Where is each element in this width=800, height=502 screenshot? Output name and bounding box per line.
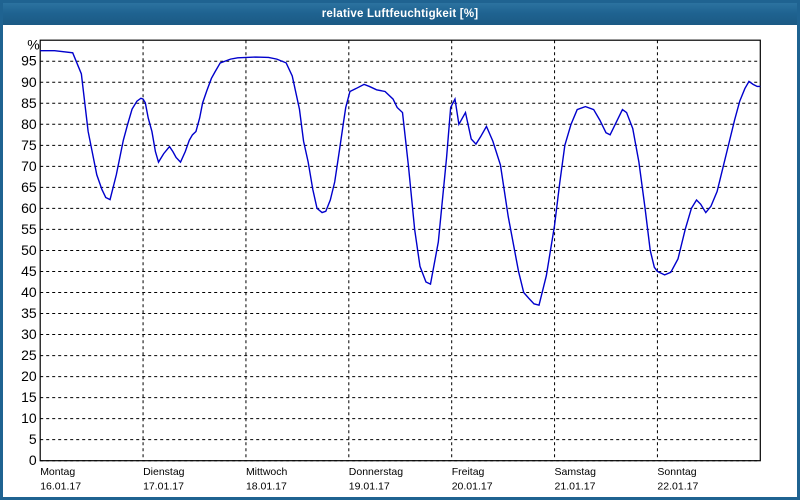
svg-text:Samstag: Samstag bbox=[555, 466, 597, 478]
svg-text:Donnerstag: Donnerstag bbox=[349, 466, 403, 478]
svg-text:16.01.17: 16.01.17 bbox=[40, 481, 81, 493]
svg-text:55: 55 bbox=[21, 221, 37, 237]
svg-text:75: 75 bbox=[21, 137, 37, 153]
svg-text:Freitag: Freitag bbox=[452, 466, 485, 478]
svg-text:%: % bbox=[27, 37, 39, 53]
svg-text:19.01.17: 19.01.17 bbox=[349, 481, 390, 493]
svg-text:85: 85 bbox=[21, 95, 37, 111]
svg-text:Dienstag: Dienstag bbox=[143, 466, 185, 478]
svg-text:17.01.17: 17.01.17 bbox=[143, 481, 184, 493]
svg-text:70: 70 bbox=[21, 158, 37, 174]
svg-text:18.01.17: 18.01.17 bbox=[246, 481, 287, 493]
svg-text:40: 40 bbox=[21, 284, 37, 300]
svg-text:50: 50 bbox=[21, 242, 37, 258]
svg-text:Mittwoch: Mittwoch bbox=[246, 466, 288, 478]
svg-text:30: 30 bbox=[21, 326, 37, 342]
svg-text:80: 80 bbox=[21, 116, 37, 132]
svg-text:25: 25 bbox=[21, 347, 37, 363]
svg-text:45: 45 bbox=[21, 263, 37, 279]
svg-text:20.01.17: 20.01.17 bbox=[452, 481, 493, 493]
svg-text:90: 90 bbox=[21, 74, 37, 90]
svg-text:65: 65 bbox=[21, 179, 37, 195]
svg-text:20: 20 bbox=[21, 368, 37, 384]
svg-text:60: 60 bbox=[21, 200, 37, 216]
svg-text:22.01.17: 22.01.17 bbox=[657, 481, 698, 493]
svg-text:Montag: Montag bbox=[40, 466, 75, 478]
svg-text:15: 15 bbox=[21, 389, 37, 405]
svg-text:95: 95 bbox=[21, 53, 37, 69]
svg-text:35: 35 bbox=[21, 305, 37, 321]
svg-text:21.01.17: 21.01.17 bbox=[555, 481, 596, 493]
svg-text:10: 10 bbox=[21, 410, 37, 426]
svg-text:0: 0 bbox=[29, 452, 37, 468]
svg-text:Sonntag: Sonntag bbox=[657, 466, 696, 478]
svg-text:5: 5 bbox=[29, 431, 37, 447]
